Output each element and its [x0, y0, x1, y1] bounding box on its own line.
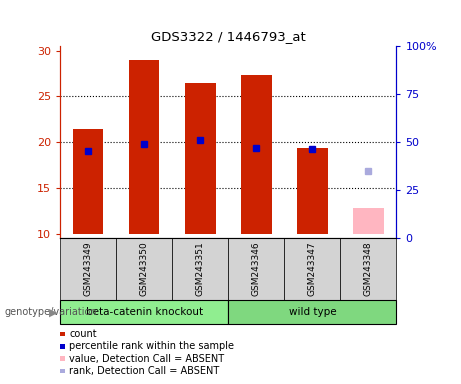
- Text: GSM243349: GSM243349: [83, 242, 93, 296]
- Bar: [228, 300, 396, 324]
- Bar: [72, 129, 103, 233]
- Text: genotype/variation: genotype/variation: [5, 307, 97, 317]
- Text: GSM243346: GSM243346: [252, 242, 261, 296]
- Text: percentile rank within the sample: percentile rank within the sample: [69, 341, 234, 351]
- Text: GSM243347: GSM243347: [308, 242, 317, 296]
- Text: rank, Detection Call = ABSENT: rank, Detection Call = ABSENT: [69, 366, 219, 376]
- Text: GSM243351: GSM243351: [195, 242, 205, 296]
- Text: ▶: ▶: [49, 307, 57, 317]
- Text: GSM243348: GSM243348: [364, 242, 373, 296]
- Bar: [284, 238, 340, 300]
- Bar: [60, 300, 228, 324]
- Text: GSM243350: GSM243350: [140, 242, 148, 296]
- Bar: [228, 238, 284, 300]
- Bar: [129, 60, 160, 233]
- Title: GDS3322 / 1446793_at: GDS3322 / 1446793_at: [151, 30, 306, 43]
- Bar: [185, 83, 216, 233]
- Bar: [340, 238, 396, 300]
- Bar: [60, 238, 116, 300]
- Text: count: count: [69, 329, 97, 339]
- Bar: [353, 208, 384, 233]
- Bar: [172, 238, 228, 300]
- Bar: [241, 75, 272, 233]
- Text: wild type: wild type: [289, 307, 336, 317]
- Bar: [297, 149, 328, 233]
- Text: beta-catenin knockout: beta-catenin knockout: [85, 307, 203, 317]
- Text: value, Detection Call = ABSENT: value, Detection Call = ABSENT: [69, 354, 224, 364]
- Bar: [116, 238, 172, 300]
